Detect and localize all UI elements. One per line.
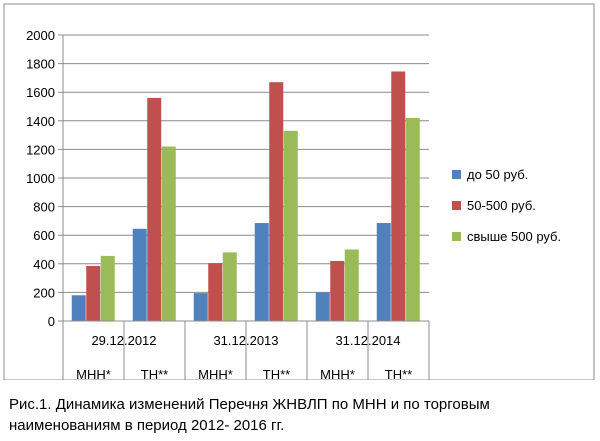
x-category-label: ТН** (141, 367, 168, 380)
x-date-label: 31.12.2014 (335, 333, 400, 348)
legend-label: 50-500 руб. (467, 198, 536, 213)
y-tick-label: 1000 (26, 171, 55, 186)
y-tick-label: 1200 (26, 142, 55, 157)
bar (376, 223, 391, 321)
bar (391, 71, 406, 321)
y-tick-label: 2000 (26, 28, 55, 43)
chart-frame (3, 3, 595, 380)
bar (283, 130, 298, 321)
caption-line-1: Рис.1. Динамика изменений Перечня ЖНВЛП … (9, 396, 490, 413)
gridlines (63, 34, 429, 322)
y-tick-label: 200 (33, 285, 55, 300)
x-category-label: ТН** (385, 367, 412, 380)
x-date-label: 29.12.2012 (91, 333, 156, 348)
bar (254, 223, 269, 321)
y-tick-label: 0 (48, 314, 55, 329)
legend-label: до 50 руб. (467, 167, 528, 182)
bar (86, 265, 101, 321)
bar (315, 292, 330, 321)
bar (161, 146, 176, 321)
y-tick-label: 1400 (26, 114, 55, 129)
y-tick-label: 1800 (26, 57, 55, 72)
y-tick-label: 800 (33, 200, 55, 215)
bar (344, 249, 359, 321)
x-category-label: МНН* (76, 367, 111, 380)
x-date-label: 31.12.2013 (213, 333, 278, 348)
bar (330, 260, 345, 321)
bar (208, 263, 223, 321)
x-category-label: ТН** (263, 367, 290, 380)
x-axis: МНН* ТН** МНН* ТН** МНН* ТН** 29.12.2012 31.12.… (62, 320, 430, 380)
bar (100, 255, 115, 321)
legend: до 50 руб. 50-500 руб. свыше 500 руб. (452, 167, 561, 244)
bar (147, 97, 162, 321)
legend-swatch (452, 170, 461, 179)
x-category-label: МНН* (198, 367, 233, 380)
bar (71, 295, 86, 321)
bar (222, 252, 237, 321)
bar (269, 82, 284, 321)
legend-label: свыше 500 руб. (467, 229, 561, 244)
y-axis: 0 200 400 600 800 1000 1200 1400 1600 1800 2000 (26, 28, 64, 329)
bars (71, 71, 420, 321)
y-tick-label: 400 (33, 257, 55, 272)
x-category-label: МНН* (320, 367, 355, 380)
legend-swatch (452, 201, 461, 210)
figure-caption: Рис.1. Динамика изменений Перечня ЖНВЛП … (9, 394, 589, 436)
bar (132, 228, 147, 321)
bar (405, 117, 420, 321)
legend-swatch (452, 232, 461, 241)
y-tick-label: 600 (33, 228, 55, 243)
chart: 0 200 400 600 800 1000 1200 1400 1600 1800 2000 МН… (3, 3, 595, 380)
caption-line-2: наименованиям в период 2012- 2016 гг. (9, 417, 285, 434)
bar (193, 293, 208, 321)
y-tick-label: 1600 (26, 85, 55, 100)
